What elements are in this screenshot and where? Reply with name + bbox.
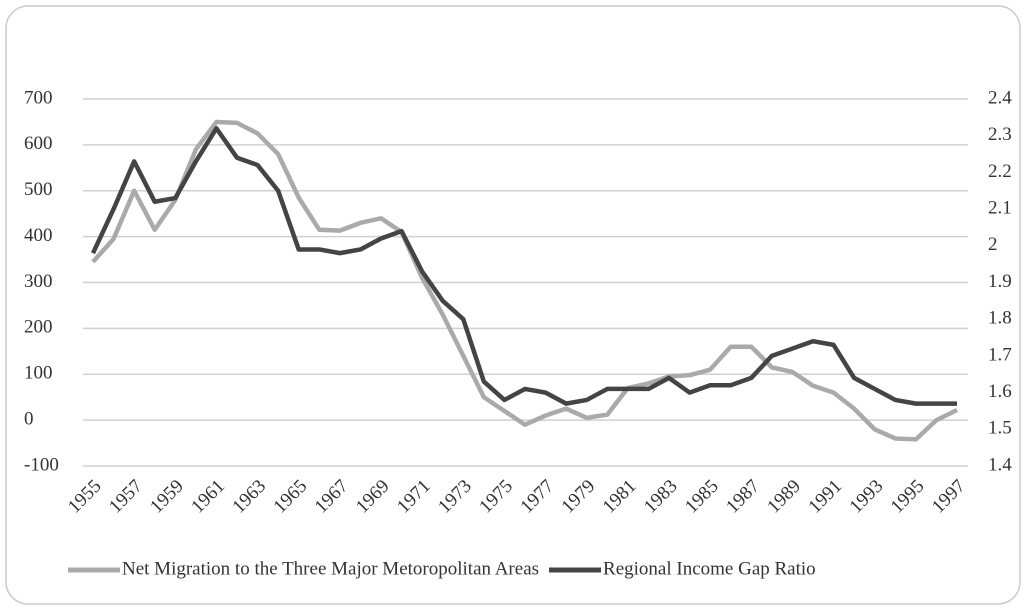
series-line	[90, 126, 957, 406]
y2-tick-label: 1.8	[988, 308, 1012, 329]
y-tick-label: 300	[24, 271, 53, 292]
y2-tick-label: 1.6	[988, 381, 1012, 402]
y-tick-label: 500	[24, 179, 53, 200]
legend-label: Net Migration to the Three Major Metorop…	[122, 558, 539, 579]
card	[5, 5, 1021, 605]
y-tick-label: 400	[24, 225, 53, 246]
y2-tick-label: 1.9	[988, 271, 1012, 292]
legend-label: Regional Income Gap Ratio	[603, 558, 816, 579]
y2-tick-label: 2	[988, 234, 998, 255]
series-line	[91, 119, 958, 442]
y2-tick-label: 2.1	[988, 197, 1012, 218]
y2-tick-label: 1.5	[988, 418, 1012, 439]
y-tick-label: 700	[24, 87, 53, 108]
y-tick-label: 600	[24, 133, 53, 154]
y2-tick-label: 1.7	[988, 344, 1012, 365]
y-tick-label: -100	[24, 454, 59, 475]
y2-tick-label: 1.4	[988, 454, 1012, 475]
y-tick-label: 0	[24, 408, 34, 429]
y2-tick-label: 2.4	[988, 87, 1012, 108]
y2-tick-label: 2.3	[988, 124, 1012, 145]
y-tick-label: 200	[24, 317, 53, 338]
y-tick-label: 100	[24, 363, 53, 384]
y2-tick-label: 2.2	[988, 161, 1012, 182]
